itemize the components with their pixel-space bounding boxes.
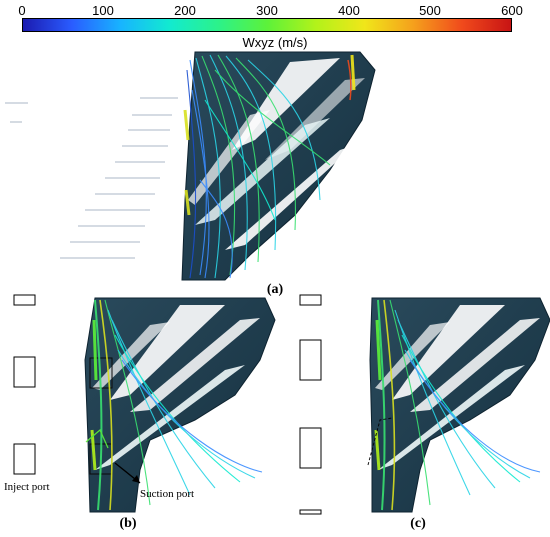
panel-b-label: (b) [119, 516, 137, 531]
panel-a-geometry [5, 51, 376, 281]
colorbar-tick: 100 [92, 3, 114, 18]
colorbar-tick: 200 [174, 3, 196, 18]
colorbar-tick: 400 [338, 3, 360, 18]
suction-port-label: Suction port [140, 488, 195, 500]
colorbar-tick: 0 [18, 3, 26, 18]
inject-port-label: Inject port [4, 481, 50, 493]
colorbar-tick: 500 [419, 3, 441, 18]
panel-c-label: (c) [410, 516, 426, 531]
colorbar-tick: 600 [501, 3, 523, 18]
colorbar-gradient [22, 18, 512, 32]
panel-b-geometry [13, 294, 276, 513]
colorbar-title: Wxyz (m/s) [242, 35, 308, 50]
panel-a-label: (a) [266, 282, 284, 297]
panel-c-geometry [299, 294, 550, 515]
colorbar-tick: 300 [256, 3, 278, 18]
colorbar [22, 18, 512, 32]
